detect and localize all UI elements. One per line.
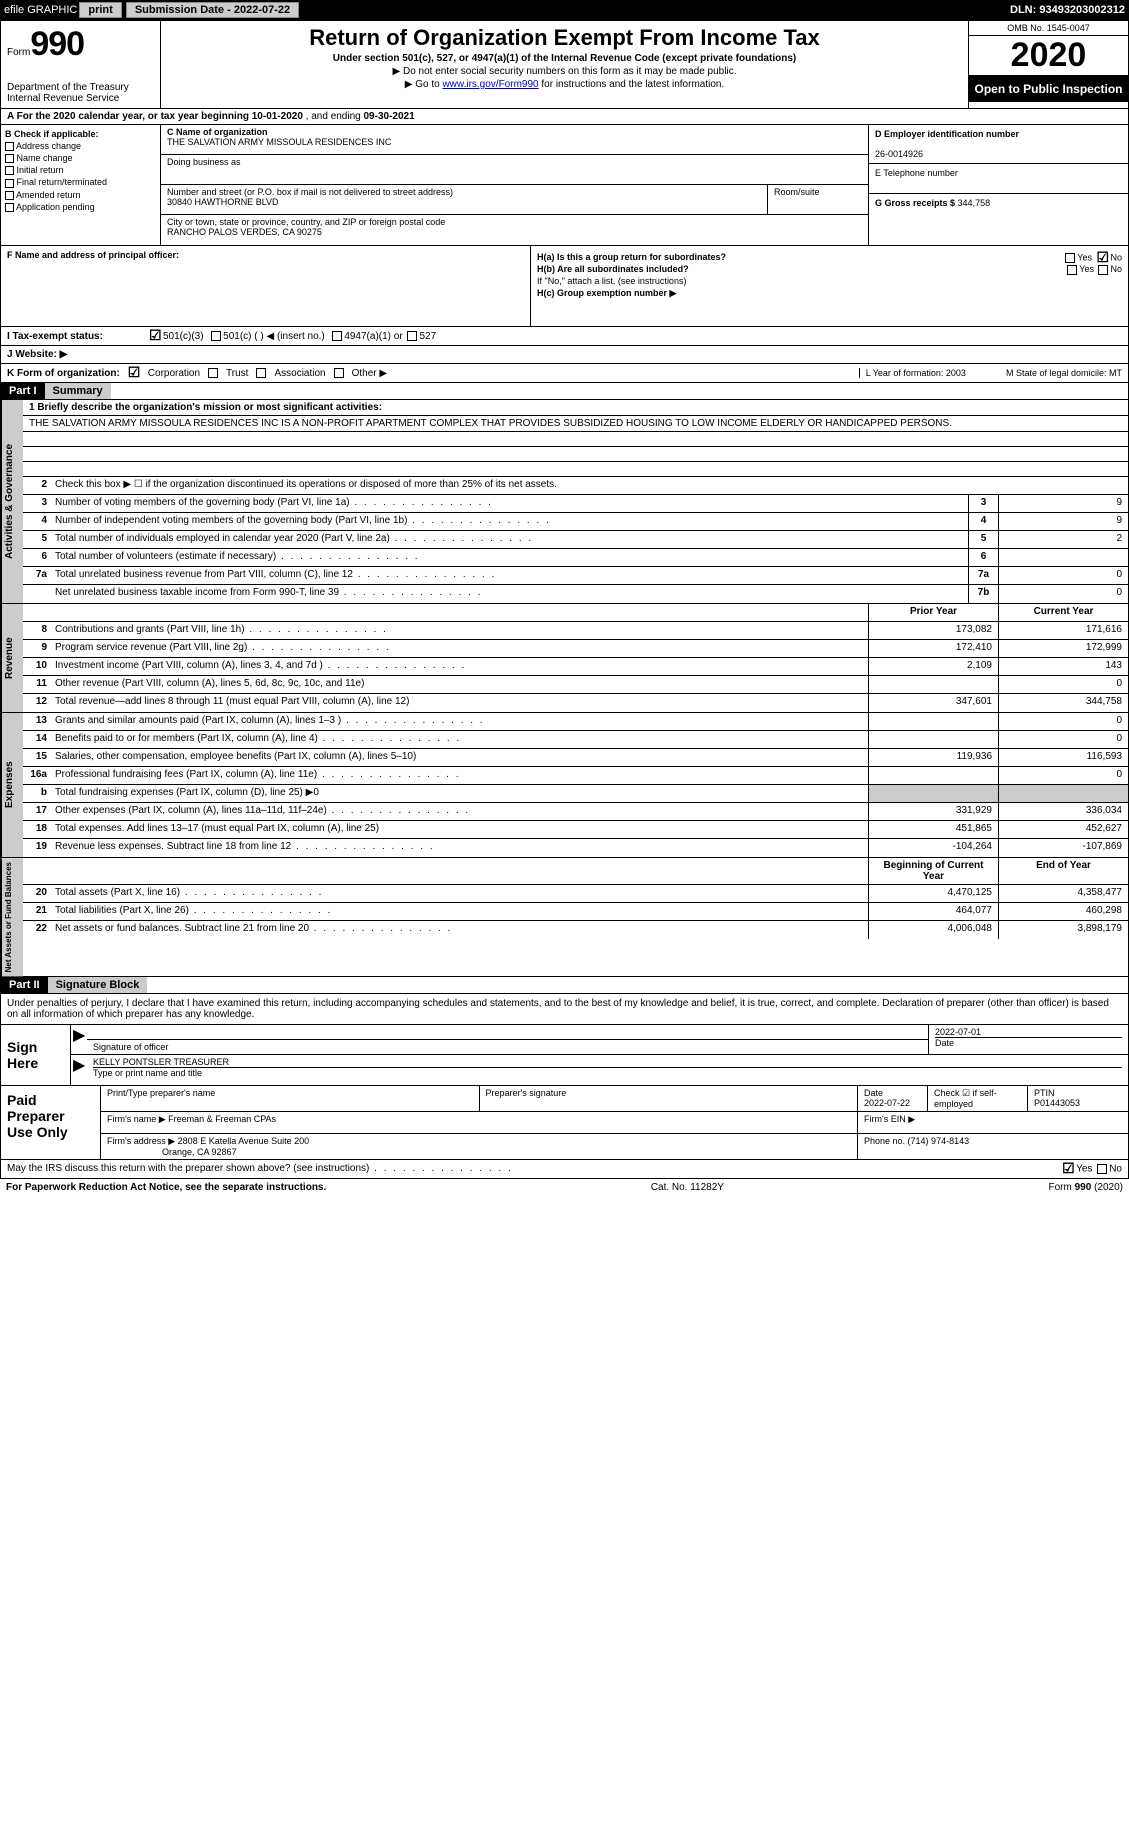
form-title: Return of Organization Exempt From Incom…	[167, 25, 962, 51]
governance-block: Activities & Governance 1 Briefly descri…	[0, 400, 1129, 604]
form-subtitle: Under section 501(c), 527, or 4947(a)(1)…	[167, 53, 962, 64]
expenses-block: Expenses 13Grants and similar amounts pa…	[0, 713, 1129, 858]
col-b: B Check if applicable: Address change Na…	[1, 125, 161, 245]
f-cell: F Name and address of principal officer:	[1, 246, 531, 326]
ein: 26-0014926	[875, 149, 923, 159]
net-assets-block: Net Assets or Fund Balances Beginning of…	[0, 858, 1129, 977]
chk-trust[interactable]	[208, 368, 218, 378]
sign-here-block: Sign Here ▶ Signature of officer 2022-07…	[0, 1024, 1129, 1086]
discuss-no[interactable]	[1097, 1164, 1107, 1174]
footer: For Paperwork Reduction Act Notice, see …	[0, 1179, 1129, 1196]
main-info-block: B Check if applicable: Address change Na…	[0, 125, 1129, 246]
form-number: 990	[30, 25, 84, 63]
firm-phone: (714) 974-8143	[908, 1136, 970, 1146]
chk-amended[interactable]	[5, 191, 14, 200]
side-revenue: Revenue	[1, 604, 23, 712]
mission-text: THE SALVATION ARMY MISSOULA RESIDENCES I…	[23, 416, 1128, 432]
hb-yes[interactable]	[1067, 265, 1077, 275]
preparer-label: Paid Preparer Use Only	[1, 1086, 101, 1159]
tax-year: 2020	[969, 36, 1128, 76]
ha-no[interactable]: ☑	[1096, 252, 1108, 264]
discuss-yes[interactable]: ☑	[1062, 1163, 1074, 1175]
part2-header: Part IISignature Block	[0, 977, 1129, 994]
sign-here-label: Sign Here	[1, 1025, 71, 1085]
firm-name: Freeman & Freeman CPAs	[168, 1114, 276, 1124]
side-governance: Activities & Governance	[1, 400, 23, 603]
dln: DLN: 93493203002312	[1010, 4, 1125, 16]
chk-4947[interactable]	[332, 331, 342, 341]
form-header: Form990 Department of the Treasury Inter…	[0, 20, 1129, 109]
efile-label: efile GRAPHIC	[4, 4, 77, 16]
org-address: 30840 HAWTHORNE BLVD	[167, 197, 761, 207]
k-row: K Form of organization: ☑Corporation Tru…	[0, 364, 1129, 383]
hb-no[interactable]	[1098, 265, 1108, 275]
top-bar: efile GRAPHIC print Submission Date - 20…	[0, 0, 1129, 20]
col-right: D Employer identification number 26-0014…	[868, 125, 1128, 245]
preparer-block: Paid Preparer Use Only Print/Type prepar…	[0, 1086, 1129, 1160]
note-2: ▶ Go to www.irs.gov/Form990 for instruct…	[167, 79, 962, 90]
note-1: ▶ Do not enter social security numbers o…	[167, 66, 962, 77]
chk-other[interactable]	[334, 368, 344, 378]
irs-link[interactable]: www.irs.gov/Form990	[442, 79, 538, 90]
side-net: Net Assets or Fund Balances	[1, 858, 23, 976]
header-left: Form990 Department of the Treasury Inter…	[1, 21, 161, 108]
fh-block: F Name and address of principal officer:…	[0, 246, 1129, 327]
year-formation: L Year of formation: 2003	[866, 368, 966, 378]
arrow-icon: ▶	[71, 1055, 87, 1080]
print-button[interactable]: print	[79, 2, 121, 18]
officer-name: KELLY PONTSLER TREASURER	[93, 1057, 1122, 1068]
period-row: A For the 2020 calendar year, or tax yea…	[0, 109, 1129, 125]
chk-name[interactable]	[5, 154, 14, 163]
org-name: THE SALVATION ARMY MISSOULA RESIDENCES I…	[167, 137, 862, 147]
inspection-label: Open to Public Inspection	[969, 76, 1128, 102]
ptin: P01443053	[1034, 1098, 1080, 1108]
mission-label: 1 Briefly describe the organization's mi…	[23, 400, 1128, 416]
chk-501c[interactable]	[211, 331, 221, 341]
ha-yes[interactable]	[1065, 253, 1075, 263]
gross-receipts: 344,758	[958, 198, 991, 208]
website-row: J Website: ▶	[0, 346, 1129, 364]
side-expenses: Expenses	[1, 713, 23, 857]
submission-button[interactable]: Submission Date - 2022-07-22	[126, 2, 299, 18]
chk-527[interactable]	[407, 331, 417, 341]
form-label: Form	[7, 47, 30, 58]
org-city: RANCHO PALOS VERDES, CA 90275	[167, 227, 862, 237]
b-title: B Check if applicable:	[5, 129, 99, 139]
header-right: OMB No. 1545-0047 2020 Open to Public In…	[968, 21, 1128, 108]
omb-number: OMB No. 1545-0047	[969, 21, 1128, 36]
state-domicile: M State of legal domicile: MT	[1006, 368, 1122, 378]
part1-header: Part ISummary	[0, 383, 1129, 400]
chk-address[interactable]	[5, 142, 14, 151]
discuss-row: May the IRS discuss this return with the…	[0, 1160, 1129, 1179]
tax-status-row: I Tax-exempt status: ☑ 501(c)(3) 501(c) …	[0, 327, 1129, 346]
chk-501c3[interactable]: ☑	[149, 330, 161, 342]
chk-pending[interactable]	[5, 203, 14, 212]
chk-initial[interactable]	[5, 166, 14, 175]
chk-final[interactable]	[5, 179, 14, 188]
header-mid: Return of Organization Exempt From Incom…	[161, 21, 968, 108]
chk-assoc[interactable]	[256, 368, 266, 378]
arrow-icon: ▶	[71, 1025, 87, 1054]
h-cell: H(a) Is this a group return for subordin…	[531, 246, 1128, 326]
chk-corp[interactable]: ☑	[128, 367, 140, 379]
revenue-block: Revenue Prior YearCurrent Year 8Contribu…	[0, 604, 1129, 713]
col-c: C Name of organization THE SALVATION ARM…	[161, 125, 868, 245]
sig-intro: Under penalties of perjury, I declare th…	[0, 994, 1129, 1024]
dept-label: Department of the Treasury Internal Reve…	[7, 82, 154, 104]
